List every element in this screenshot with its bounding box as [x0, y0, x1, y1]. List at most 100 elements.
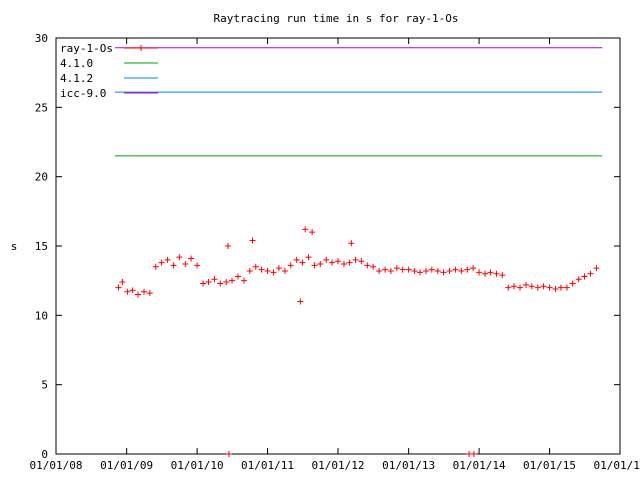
- data-point: [487, 269, 494, 276]
- x-tick-label: 01/01/12: [312, 459, 365, 472]
- data-point: [225, 451, 232, 457]
- data-point: [200, 280, 207, 287]
- data-point: [446, 267, 453, 274]
- data-point: [182, 261, 189, 268]
- data-point: [517, 284, 524, 291]
- y-tick-label: 25: [35, 101, 48, 114]
- data-point: [581, 273, 588, 280]
- data-point: [352, 256, 359, 263]
- data-point: [302, 226, 309, 233]
- data-point: [224, 243, 231, 249]
- data-point: [593, 265, 600, 272]
- data-point: [241, 277, 247, 284]
- data-point: [458, 267, 465, 274]
- legend-label: icc-9.0: [60, 87, 106, 100]
- data-point: [569, 280, 576, 287]
- data-point: [305, 254, 312, 261]
- data-point: [417, 269, 424, 276]
- data-point: [540, 283, 547, 290]
- data-point: [258, 266, 265, 273]
- data-point: [270, 269, 277, 276]
- data-point: [275, 265, 282, 272]
- x-tick-label: 01/01/11: [241, 459, 294, 472]
- y-tick-label: 15: [35, 240, 48, 253]
- x-tick-label: 01/01/15: [523, 459, 576, 472]
- data-point: [323, 256, 330, 263]
- legend: ray-1-Os 4.1.0 4.1.2 icc-9.0: [60, 42, 158, 100]
- data-point: [557, 284, 564, 291]
- data-point: [217, 280, 224, 287]
- data-point: [211, 276, 218, 283]
- data-point: [188, 255, 195, 262]
- y-tick-label: 20: [35, 171, 48, 184]
- data-point: [387, 267, 394, 274]
- y-tick-label: 5: [41, 379, 48, 392]
- data-point: [511, 283, 518, 290]
- data-point: [476, 269, 483, 276]
- data-point: [135, 291, 142, 298]
- data-point: [358, 258, 365, 265]
- data-point: [335, 258, 341, 265]
- data-point: [329, 259, 336, 266]
- data-point: [440, 269, 447, 276]
- data-point: [146, 290, 153, 297]
- data-point: [309, 229, 316, 236]
- data-point: [528, 283, 535, 290]
- x-tick-label: 01/01/08: [30, 459, 83, 472]
- data-point: [499, 272, 506, 279]
- y-axis-label: s: [11, 240, 18, 253]
- data-point: [281, 267, 288, 274]
- data-point: [129, 287, 136, 294]
- data-point: [311, 262, 318, 269]
- data-point: [170, 262, 177, 269]
- data-point: [348, 240, 355, 247]
- plot-frame: [55, 37, 621, 455]
- data-point: [293, 256, 300, 263]
- data-point: [470, 265, 477, 272]
- data-point: [382, 266, 389, 273]
- data-point: [493, 270, 500, 277]
- data-point: [235, 273, 242, 280]
- legend-label: 4.1.2: [60, 72, 93, 85]
- data-point: [297, 298, 304, 305]
- data-point: [575, 276, 582, 283]
- data-point: [428, 266, 435, 273]
- data-point: [423, 267, 430, 274]
- data-point: [164, 256, 171, 263]
- data-point: [249, 237, 256, 244]
- data-point: [141, 288, 148, 295]
- data-point: [452, 266, 459, 273]
- data-point: [205, 279, 212, 286]
- data-point: [252, 263, 259, 270]
- data-point: [287, 262, 294, 269]
- data-point: [376, 267, 383, 274]
- series-layer: [114, 47, 603, 457]
- data-point: [464, 266, 471, 273]
- y-tick-label: 30: [35, 32, 48, 45]
- x-tick-label: 01/01/13: [382, 459, 435, 472]
- axis-ticks: 0 5 10 15 20 25 30 01/01/08 01/01/09 01/01/10 01/0…: [30, 32, 640, 472]
- x-tick-label: 01/01/14: [453, 459, 506, 472]
- data-point: [534, 284, 541, 291]
- data-point: [434, 267, 441, 274]
- data-point: [505, 284, 512, 291]
- data-point: [223, 279, 230, 286]
- data-point: [346, 259, 353, 266]
- data-point: [470, 451, 477, 457]
- data-point: [399, 266, 406, 273]
- legend-label: ray-1-Os: [60, 42, 113, 55]
- data-point: [229, 277, 236, 284]
- data-point: [370, 263, 377, 270]
- data-point: [317, 261, 324, 268]
- series-0: [115, 226, 600, 457]
- data-point: [176, 254, 183, 261]
- data-point: [563, 284, 570, 291]
- data-point: [158, 259, 165, 266]
- data-point: [405, 266, 412, 273]
- data-point: [194, 262, 201, 269]
- data-point: [482, 270, 489, 277]
- data-point: [119, 279, 126, 286]
- x-tick-label: 01/01/10: [171, 459, 224, 472]
- data-point: [587, 270, 594, 277]
